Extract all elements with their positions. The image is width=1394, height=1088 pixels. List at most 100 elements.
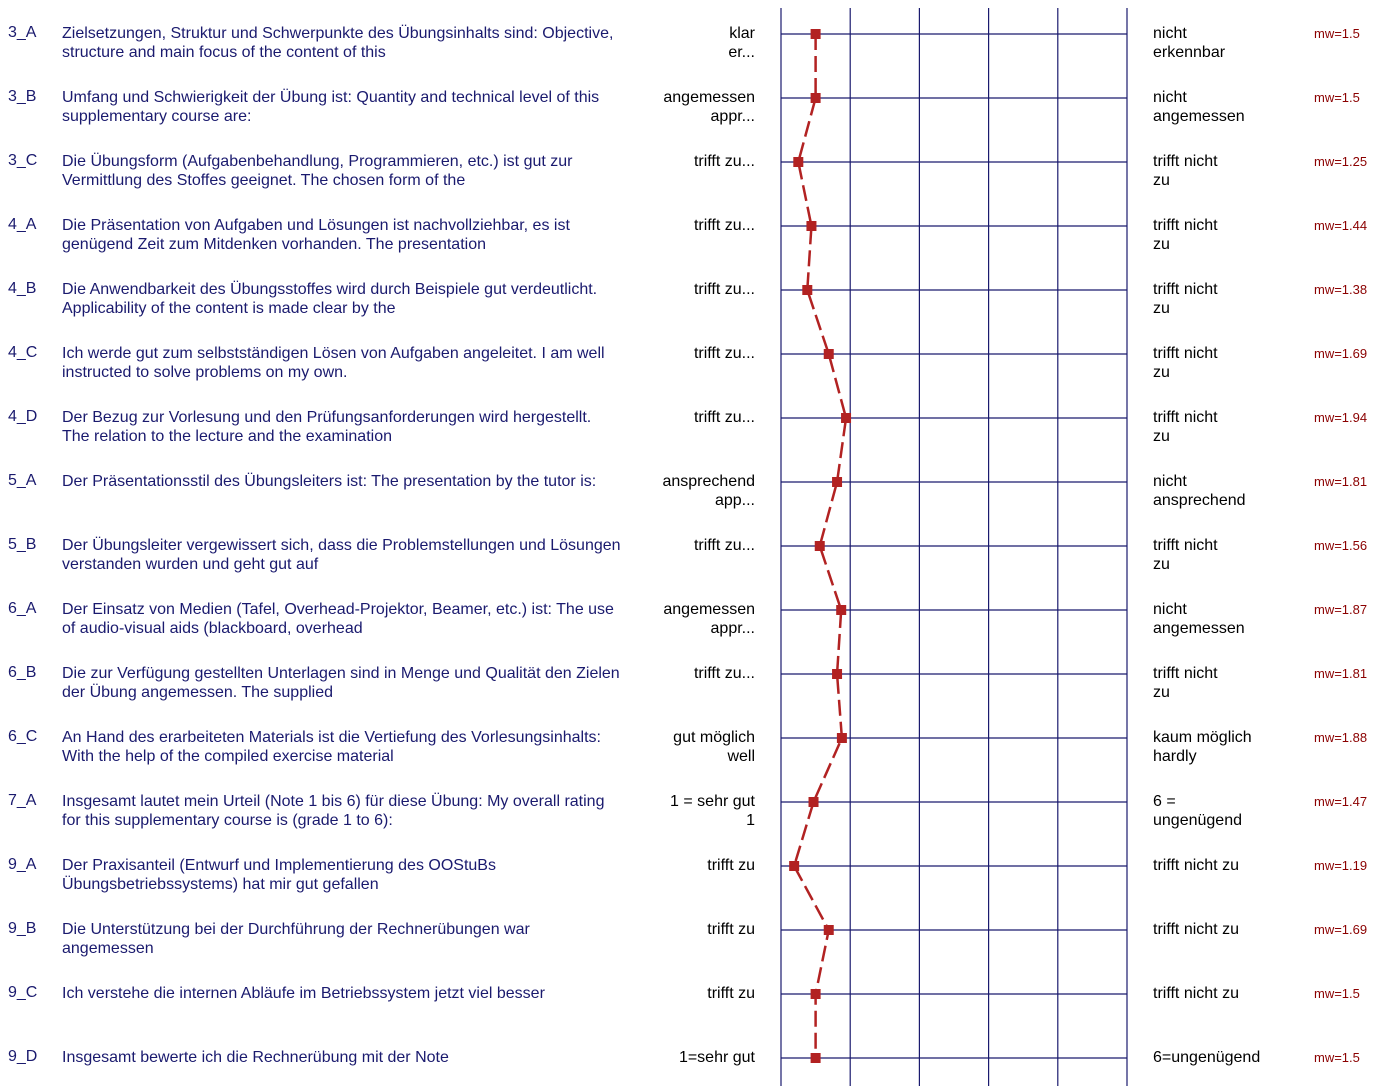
mean-value-label: mw=1.5 [1314, 1050, 1360, 1065]
right-anchor-line: trifft nicht [1153, 409, 1218, 426]
item-code: 9_C [8, 984, 38, 1001]
right-anchor-label: trifft nicht zu [1153, 408, 1303, 446]
mean-value-label: mw=1.88 [1314, 730, 1368, 745]
item-question: Der Praxisanteil (Entwurf und Implementi… [62, 857, 496, 893]
right-anchor-label: trifft nicht zu [1153, 344, 1303, 382]
left-anchor-line: trifft zu... [693, 281, 755, 298]
mean-value-label: mw=1.81 [1314, 474, 1368, 489]
right-anchor-line: angemessen [1153, 620, 1245, 637]
right-anchor-label: kaum möglich hardly [1153, 728, 1303, 766]
mean-marker-9_A [789, 861, 800, 871]
item-question: Ich werde gut zum selbstständigen Lösen … [62, 345, 605, 381]
left-anchor-label: trifft zu... [595, 408, 755, 427]
item-question: Insgesamt bewerte ich die Rechnerübung m… [62, 1049, 449, 1066]
item-question: Die Anwendbarkeit des Übungsstoffes wird… [62, 281, 598, 317]
left-anchor-line: well [727, 748, 755, 765]
left-anchor-line: ansprechend [662, 473, 755, 490]
item-row: 9_A Der Praxisanteil (Entwurf und Impleme… [0, 832, 1394, 896]
left-anchor-label: gut möglich well [595, 728, 755, 766]
left-anchor-label: klar er... [595, 24, 755, 62]
right-anchor-line: nicht [1153, 601, 1187, 618]
item-question: Der Einsatz von Medien (Tafel, Overhead-… [62, 601, 614, 637]
left-anchor-line: klar [729, 25, 755, 42]
right-anchor-label: trifft nicht zu [1153, 152, 1303, 190]
item-row: 5_A Der Präsentationsstil des Übungsleite… [0, 448, 1394, 512]
right-anchor-label: nicht ansprechend [1153, 472, 1303, 510]
item-question: Die Präsentation von Aufgaben und Lösung… [62, 217, 570, 253]
left-anchor-line: trifft zu [707, 921, 755, 938]
mean-value-label: mw=1.5 [1314, 26, 1360, 41]
left-anchor-line: angemessen [663, 89, 755, 106]
right-anchor-line: angemessen [1153, 108, 1245, 125]
right-anchor-line: trifft nicht zu [1153, 857, 1239, 874]
item-question: Der Bezug zur Vorlesung und den Prüfungs… [62, 409, 592, 445]
left-anchor-line: angemessen [663, 601, 755, 618]
item-question: Die Übungsform (Aufgabenbehandlung, Prog… [62, 153, 573, 189]
item-code: 5_B [8, 536, 37, 553]
item-row: 9_D Insgesamt bewerte ich die Rechnerübun… [0, 1024, 1394, 1088]
mean-value-label: mw=1.94 [1314, 410, 1368, 425]
item-code: 4_D [8, 408, 38, 425]
right-anchor-line: zu [1153, 300, 1170, 317]
mean-marker-4_C [823, 349, 834, 359]
right-anchor-label: trifft nicht zu [1153, 536, 1303, 574]
item-code: 5_A [8, 472, 37, 489]
item-row: 3_A Zielsetzungen, Struktur und Schwerpun… [0, 0, 1394, 64]
item-question: Der Präsentationsstil des Übungsleiters … [62, 473, 597, 490]
left-anchor-label: angemessen appr... [595, 600, 755, 638]
right-anchor-line: ansprechend [1153, 492, 1246, 509]
right-anchor-line: zu [1153, 684, 1170, 701]
left-anchor-line: trifft zu [707, 985, 755, 1002]
right-anchor-line: trifft nicht [1153, 537, 1218, 554]
mean-marker-6_C [836, 733, 847, 743]
item-code: 9_A [8, 856, 37, 873]
right-anchor-line: 6=ungenügend [1153, 1049, 1261, 1066]
mean-value-label: mw=1.69 [1314, 922, 1368, 937]
left-anchor-line: trifft zu... [693, 153, 755, 170]
mean-value-label: mw=1.56 [1314, 538, 1368, 553]
item-question: Insgesamt lautet mein Urteil (Note 1 bis… [62, 793, 605, 829]
left-anchor-label: trifft zu [595, 856, 755, 875]
left-anchor-line: trifft zu... [693, 217, 755, 234]
right-anchor-label: 6 = ungenügend [1153, 792, 1303, 830]
mean-value-label: mw=1.44 [1314, 218, 1368, 233]
left-anchor-label: trifft zu... [595, 344, 755, 363]
right-anchor-label: nicht angemessen [1153, 88, 1303, 126]
right-anchor-line: zu [1153, 236, 1170, 253]
item-row: 3_B Umfang und Schwierigkeit der Übung is… [0, 64, 1394, 128]
item-row: 4_B Die Anwendbarkeit des Übungsstoffes w… [0, 256, 1394, 320]
right-anchor-label: trifft nicht zu [1153, 984, 1303, 1003]
left-anchor-label: angemessen appr... [595, 88, 755, 126]
left-anchor-line: appr... [710, 108, 755, 125]
left-anchor-label: trifft zu... [595, 280, 755, 299]
item-code: 6_C [8, 728, 38, 745]
left-anchor-label: trifft zu... [595, 152, 755, 171]
right-anchor-line: nicht [1153, 89, 1187, 106]
mean-marker-4_A [806, 221, 817, 231]
right-anchor-line: trifft nicht [1153, 665, 1218, 682]
mean-value-label: mw=1.38 [1314, 282, 1368, 297]
right-anchor-label: trifft nicht zu [1153, 920, 1303, 939]
item-code: 7_A [8, 792, 37, 809]
left-anchor-line: appr... [710, 620, 755, 637]
right-anchor-label: trifft nicht zu [1153, 856, 1303, 875]
left-anchor-line: gut möglich [673, 729, 755, 746]
item-question: Zielsetzungen, Struktur und Schwerpunkte… [62, 25, 614, 61]
left-anchor-line: trifft zu... [693, 409, 755, 426]
right-anchor-label: trifft nicht zu [1153, 216, 1303, 254]
right-anchor-line: trifft nicht [1153, 281, 1218, 298]
left-anchor-line: 1 = sehr gut [670, 793, 755, 810]
left-anchor-line: app... [714, 492, 755, 509]
right-anchor-line: trifft nicht zu [1153, 921, 1239, 938]
item-row: 6_B Die zur Verfügung gestellten Unterlag… [0, 640, 1394, 704]
item-row: 6_A Der Einsatz von Medien (Tafel, Overhe… [0, 576, 1394, 640]
right-anchor-label: 6=ungenügend [1153, 1048, 1303, 1067]
mean-marker-6_A [836, 605, 847, 615]
left-anchor-label: ansprechend app... [595, 472, 755, 510]
left-anchor-line: 1 [746, 812, 755, 829]
item-row: 7_A Insgesamt lautet mein Urteil (Note 1 … [0, 768, 1394, 832]
mean-marker-3_B [810, 93, 821, 103]
item-question: Die zur Verfügung gestellten Unterlagen … [62, 665, 620, 701]
